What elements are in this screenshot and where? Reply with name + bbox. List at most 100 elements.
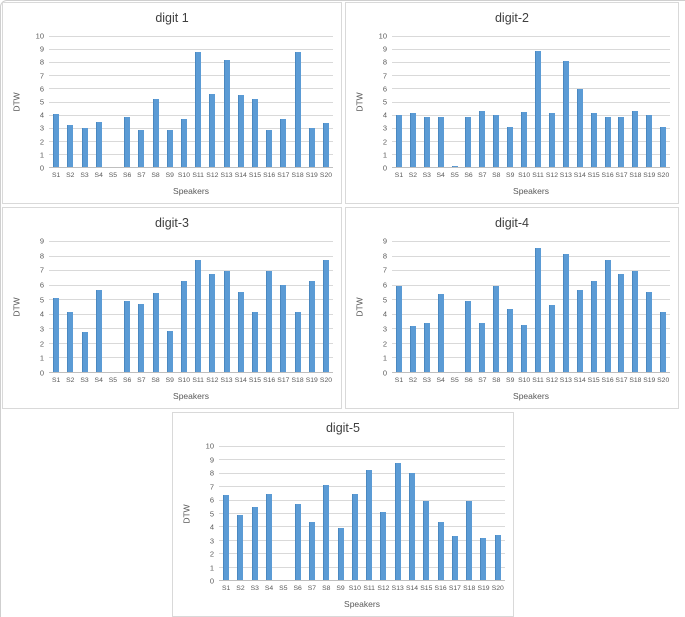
- gridline: [49, 36, 333, 37]
- bar-s19: [480, 537, 487, 580]
- bar-slot: [601, 241, 615, 372]
- x-tick-label: S9: [165, 377, 174, 384]
- y-tick-label: 10: [35, 31, 44, 41]
- y-axis-tick-labels: 10 9 8 7 6 5 4 3 2 1 0: [195, 442, 219, 584]
- y-tick-label: 3: [382, 324, 387, 334]
- x-tick-label: S15: [420, 585, 433, 592]
- x-tick-label: S20: [491, 585, 504, 592]
- plot-area: [219, 446, 505, 581]
- bar-slot: [517, 241, 531, 372]
- bar-s8: [493, 286, 500, 372]
- bar-s18: [632, 270, 639, 372]
- bar-s6: [465, 301, 472, 372]
- y-tick-label: 5: [382, 294, 387, 304]
- bar-s20: [494, 535, 501, 580]
- bar-slot: [290, 446, 304, 580]
- bar-slot: [248, 446, 262, 580]
- bar-slot: [615, 36, 629, 167]
- x-axis-title: Speakers: [173, 186, 209, 196]
- bar-slot: [177, 36, 191, 167]
- bar-s11: [195, 52, 202, 167]
- bar-s7: [138, 129, 145, 167]
- x-tick-label: S2: [66, 377, 75, 384]
- y-tick-label: 3: [382, 123, 387, 133]
- bar-s3: [81, 331, 88, 372]
- gridline: [49, 75, 333, 77]
- bar-s16: [266, 130, 273, 167]
- y-tick-label: 2: [382, 338, 387, 348]
- bar-s7: [308, 522, 315, 580]
- gridline: [392, 75, 670, 77]
- bar-slot: [120, 36, 134, 167]
- bar-slot: [642, 36, 656, 167]
- y-axis-title-text: DTW: [355, 92, 366, 112]
- x-tick-label: S17: [615, 172, 628, 179]
- bar-s15: [251, 98, 258, 167]
- y-tick-label: 0: [209, 576, 214, 586]
- bar-slot: [205, 36, 219, 167]
- bar-slot: [448, 36, 462, 167]
- x-tick-label: S5: [108, 377, 118, 384]
- y-tick-label: 0: [39, 163, 44, 173]
- bar-slot: [248, 241, 262, 372]
- x-axis-tick-labels: S1 S2 S3 S4 S5 S6 S7 S8 S9 S10 S11 S12 S13 S14 S15 S16 S…: [392, 373, 670, 387]
- bar-slot: [290, 241, 304, 372]
- bar-slot: [191, 241, 205, 372]
- bar-s2: [409, 326, 416, 372]
- x-tick-label: S17: [448, 585, 461, 592]
- bar-s17: [618, 273, 625, 372]
- bar-s20: [322, 123, 329, 167]
- y-tick-label: 10: [378, 31, 387, 41]
- x-tick-label: S18: [629, 377, 642, 384]
- bar-slot: [587, 36, 601, 167]
- bar-slot: [475, 241, 489, 372]
- bar-s16: [266, 270, 273, 372]
- bar-s4: [437, 294, 444, 372]
- y-axis-tick-labels: 9 8 7 6 5 4 3 2 1 0: [368, 237, 392, 376]
- gridline: [392, 88, 670, 90]
- bar-s12: [209, 93, 216, 167]
- x-axis-title: Speakers: [513, 391, 549, 401]
- bar-s6: [294, 504, 301, 580]
- x-tick-label: S2: [66, 172, 75, 179]
- bar-s6: [465, 117, 472, 167]
- bar-slot: [406, 241, 420, 372]
- bar-slot: [545, 241, 559, 372]
- y-tick-label: 7: [382, 265, 387, 275]
- x-tick-label: S12: [206, 172, 219, 179]
- bar-slot: [148, 36, 162, 167]
- y-tick-label: 9: [209, 454, 214, 464]
- x-tick-label: S2: [408, 172, 418, 179]
- y-tick-label: 7: [39, 70, 44, 80]
- x-tick-label: S3: [80, 172, 89, 179]
- y-tick-label: 5: [382, 97, 387, 107]
- bar-slot: [219, 241, 233, 372]
- y-tick-label: 6: [382, 84, 387, 94]
- bar-slot: [391, 446, 405, 580]
- bar-slot: [248, 36, 262, 167]
- x-axis-tick-labels: S1 S2 S3 S4 S5 S6 S7 S8 S9 S10 S11 S12 S13 S14 S15 S16 S…: [219, 581, 505, 595]
- bar-s3: [423, 323, 430, 372]
- bar-slot: [462, 36, 476, 167]
- bar-s20: [660, 127, 667, 167]
- bar-s10: [521, 111, 528, 167]
- bar-slot: [491, 446, 505, 580]
- bar-slot: [305, 446, 319, 580]
- x-axis-tick-labels: S1 S2 S3 S4 S5 S6 S7 S8 S9 S10 S11 S12 S13 S14 S15 S16 S…: [49, 168, 333, 182]
- gridline: [49, 255, 333, 257]
- bar-slot: [305, 241, 319, 372]
- bar-slot: [531, 241, 545, 372]
- bar-slot: [503, 36, 517, 167]
- bar-s1: [223, 494, 230, 580]
- bar-slot: [234, 241, 248, 372]
- gridline: [219, 472, 505, 474]
- bar-slot: [462, 241, 476, 372]
- bar-s14: [237, 291, 244, 372]
- bar-slot: [233, 446, 247, 580]
- x-axis-tick-labels: S1 S2 S3 S4 S5 S6 S7 S8 S9 S10 S11 S12 S13 S14 S15 S16 S…: [49, 373, 333, 387]
- bar-s13: [223, 60, 230, 167]
- x-tick-label: S15: [587, 377, 600, 384]
- bar-s7: [479, 111, 486, 167]
- y-tick-label: 3: [209, 535, 214, 545]
- bar-series: [49, 241, 333, 372]
